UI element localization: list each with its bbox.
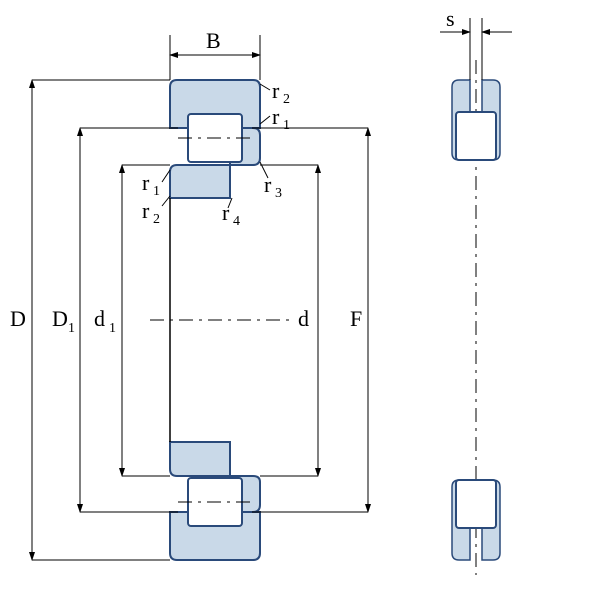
label-r2-left-sub: 2 xyxy=(153,212,160,227)
label-r1-left: r xyxy=(142,170,150,195)
label-d: d xyxy=(298,306,309,331)
label-D1-sub: 1 xyxy=(68,321,75,336)
label-d1: d xyxy=(94,306,105,331)
label-s: s xyxy=(446,6,455,31)
label-d1-sub: 1 xyxy=(109,321,116,336)
label-r4-sub: 4 xyxy=(233,214,240,229)
label-r1-top: r xyxy=(272,104,280,129)
label-D: D xyxy=(10,306,26,331)
side-roller-bot xyxy=(456,480,496,528)
label-B: B xyxy=(206,28,221,53)
label-r4: r xyxy=(222,200,230,225)
side-inner-left-top xyxy=(452,160,470,200)
bearing-diagram: B s D D 1 d 1 d F xyxy=(0,0,600,600)
side-view xyxy=(452,60,500,575)
front-view xyxy=(150,80,290,560)
label-r2-top: r xyxy=(272,78,280,103)
label-r1-left-sub: 1 xyxy=(153,184,160,199)
label-F: F xyxy=(350,306,362,331)
label-r3: r xyxy=(264,172,272,197)
label-D1: D xyxy=(52,306,68,331)
label-r1-top-sub: 1 xyxy=(283,118,290,133)
label-r2-top-sub: 2 xyxy=(283,92,290,107)
label-r3-sub: 3 xyxy=(275,186,282,201)
side-roller-top xyxy=(456,112,496,160)
label-r2-left: r xyxy=(142,198,150,223)
